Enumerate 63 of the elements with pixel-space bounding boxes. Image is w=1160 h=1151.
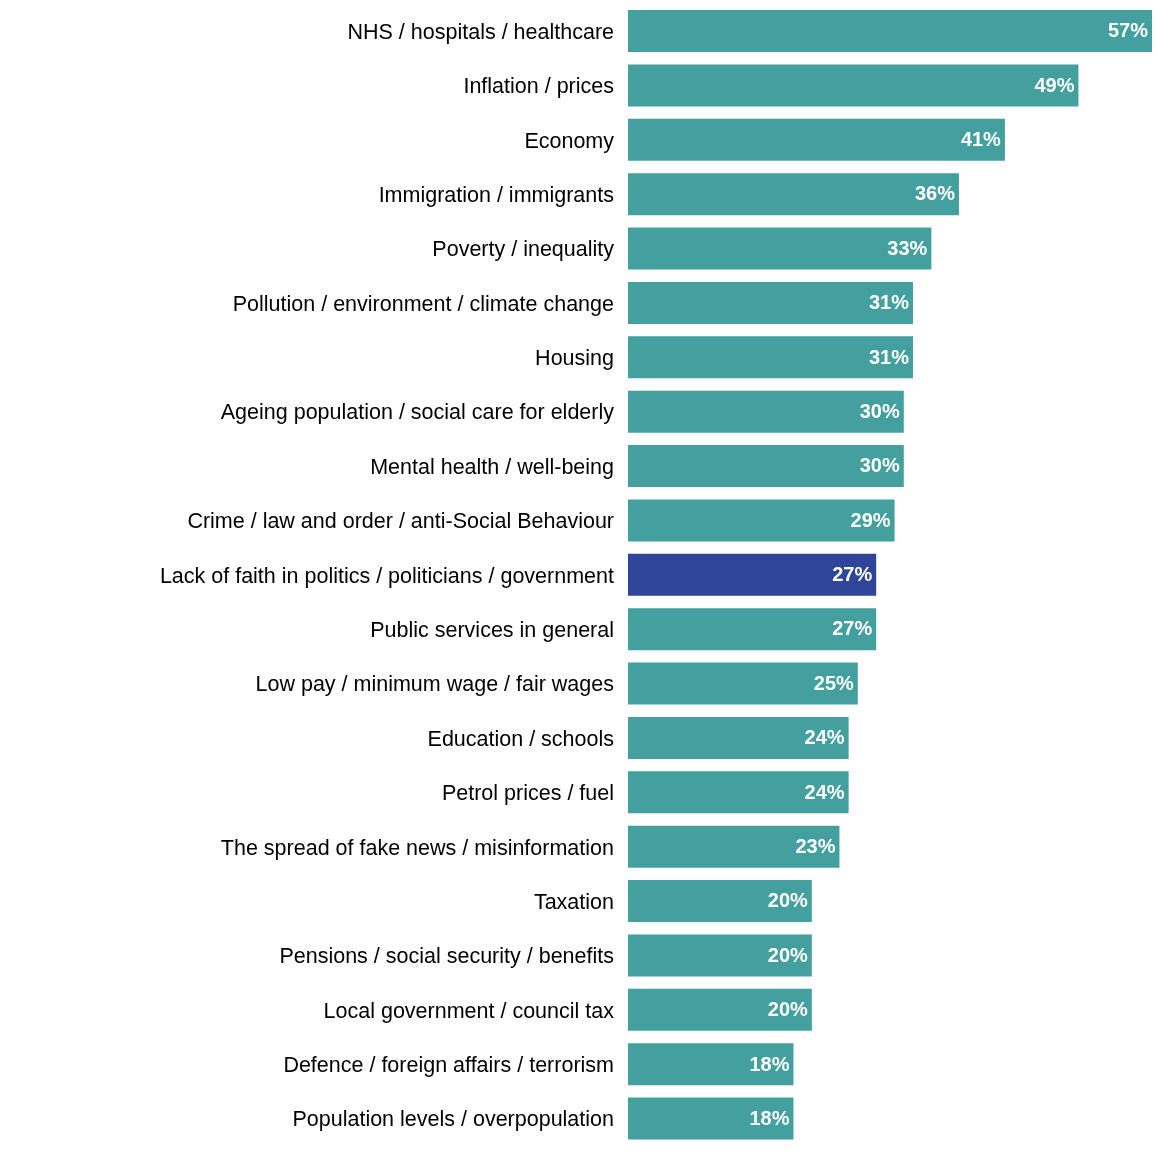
data-label: 57%	[1107, 19, 1149, 42]
data-label: 31%	[868, 291, 910, 314]
y-tick-label: Education / schools	[427, 726, 614, 751]
bar	[628, 1043, 794, 1086]
data-label: 18%	[749, 1052, 790, 1075]
y-tick-label: Economy	[524, 128, 615, 153]
bar	[628, 662, 858, 705]
data-label: 27%	[832, 563, 873, 586]
data-label: 24%	[804, 780, 845, 803]
y-tick-label: Poverty / inequality	[432, 237, 615, 262]
bar	[628, 390, 904, 433]
data-label: 33%	[887, 236, 928, 259]
data-label: 20%	[767, 943, 809, 966]
data-label: 24%	[804, 726, 845, 749]
y-tick-label: Population levels / overpopulation	[292, 1107, 614, 1132]
data-label: 18%	[749, 1106, 790, 1129]
bar	[628, 716, 849, 759]
data-label: 27%	[832, 617, 873, 640]
y-tick-label: Taxation	[533, 889, 614, 914]
bar	[628, 10, 1152, 52]
y-tick-label: Petrol prices / fuel	[441, 781, 614, 806]
data-label: 30%	[859, 399, 900, 422]
y-tick-label: Defence / foreign affairs / terrorism	[283, 1053, 614, 1078]
bar	[628, 553, 877, 596]
bar	[628, 336, 913, 379]
bar	[628, 1097, 794, 1140]
y-tick-label: Lack of faith in politics / politicians / government	[159, 563, 615, 588]
data-label: 30%	[859, 454, 900, 477]
y-tick-label: Mental health / well-being	[370, 454, 614, 479]
y-tick-label: The spread of fake news / misinformation	[220, 835, 614, 860]
bar	[628, 771, 849, 814]
data-label: 20%	[767, 998, 809, 1021]
y-tick-label: Inflation / prices	[463, 74, 614, 99]
data-label: 20%	[767, 889, 809, 912]
bar	[628, 173, 959, 216]
bar	[628, 499, 895, 542]
bar	[628, 988, 812, 1031]
bar	[628, 227, 932, 270]
bar	[628, 880, 812, 923]
data-label: 36%	[914, 182, 956, 205]
y-tick-label: Low pay / minimum wage / fair wages	[255, 672, 614, 697]
bar	[628, 608, 877, 651]
data-label: 49%	[1034, 73, 1075, 96]
bar	[628, 934, 812, 977]
y-tick-label: Public services in general	[370, 618, 614, 643]
data-label: 23%	[795, 835, 836, 857]
y-tick-label: NHS / hospitals / healthcare	[347, 19, 614, 44]
y-tick-label: Ageing population / social care for elderly	[220, 400, 615, 425]
bar	[628, 64, 1079, 107]
bar	[628, 445, 904, 488]
data-label: 41%	[960, 128, 1002, 151]
y-tick-label: Pensions / social security / benefits	[279, 944, 614, 969]
bar	[628, 118, 1005, 161]
bar	[628, 825, 840, 868]
data-label: 31%	[868, 345, 910, 368]
y-tick-label: Immigration / immigrants	[378, 182, 614, 207]
data-label: 29%	[850, 508, 891, 531]
bar	[628, 281, 913, 324]
y-tick-label: Housing	[535, 346, 614, 371]
y-tick-label: Local government / council tax	[323, 998, 615, 1023]
data-label: 25%	[813, 671, 855, 694]
y-tick-label: Crime / law and order / anti-Social Behaviour	[187, 509, 614, 534]
y-tick-label: Pollution / environment / climate change	[232, 291, 614, 316]
